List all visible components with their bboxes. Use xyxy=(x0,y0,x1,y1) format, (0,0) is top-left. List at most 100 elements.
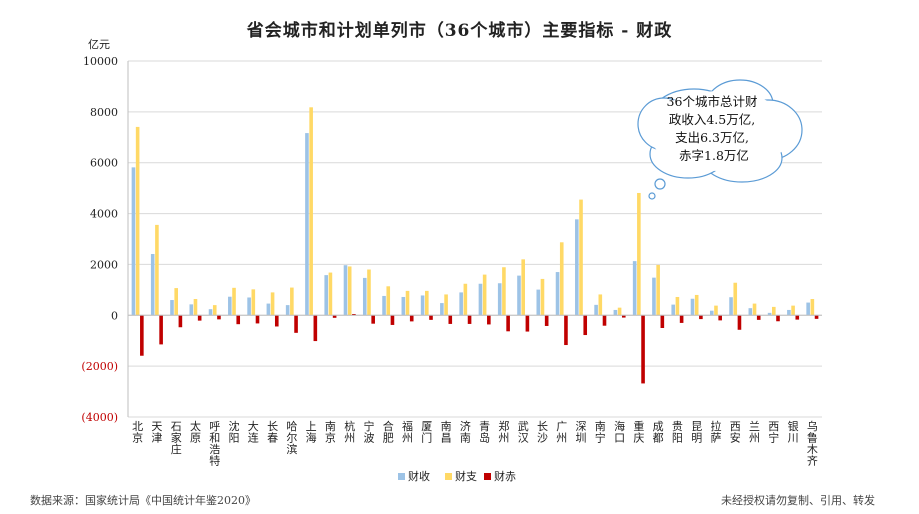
note-bubble-dot xyxy=(654,178,666,190)
bar xyxy=(170,300,174,316)
bar xyxy=(178,315,183,328)
legend-swatch xyxy=(445,473,452,480)
bar xyxy=(159,315,163,345)
x-tick-label: 厦门 xyxy=(421,420,432,445)
note-bubble-fill xyxy=(648,91,792,171)
bar xyxy=(583,315,588,336)
bar xyxy=(332,315,337,318)
bar xyxy=(694,294,699,316)
bar xyxy=(517,275,521,316)
bar xyxy=(197,315,202,321)
x-tick-label: 宁波 xyxy=(363,419,374,445)
bar xyxy=(791,305,795,316)
bar xyxy=(135,126,140,316)
legend-label: 财收 xyxy=(408,469,430,483)
bar xyxy=(367,269,371,316)
note-text: 支出6.3万亿, xyxy=(675,130,749,145)
bar xyxy=(632,261,637,316)
y-tick-label: 6000 xyxy=(90,157,118,170)
bar xyxy=(675,296,680,316)
bar xyxy=(328,272,333,316)
bar xyxy=(502,267,506,316)
bar xyxy=(699,315,703,320)
bar xyxy=(467,315,472,324)
bar xyxy=(309,107,313,316)
note-text: 36个城市总计财 xyxy=(667,94,758,109)
bar xyxy=(174,288,178,316)
bar xyxy=(429,315,433,320)
x-tick-label: 上海 xyxy=(306,420,317,445)
note-text: 政收入4.5万亿, xyxy=(669,112,755,127)
x-tick-label: 石家庄 xyxy=(171,420,182,456)
x-tick-label: 福州 xyxy=(402,419,413,445)
bar xyxy=(425,290,429,316)
bar xyxy=(536,289,541,316)
bar xyxy=(544,315,549,326)
bar xyxy=(795,315,800,320)
bar xyxy=(444,294,448,316)
x-tick-label: 南昌 xyxy=(441,420,452,445)
bar xyxy=(679,315,684,323)
bar xyxy=(756,315,761,320)
x-tick-label: 太原 xyxy=(190,420,201,445)
bar xyxy=(729,297,733,316)
x-tick-label: 长春 xyxy=(267,420,278,445)
bar xyxy=(733,282,738,316)
bar xyxy=(274,315,279,327)
x-tick-label: 郑州 xyxy=(498,419,509,445)
bar xyxy=(752,303,757,316)
bar xyxy=(487,315,491,325)
x-tick-label: 哈尔滨 xyxy=(286,420,297,456)
bar xyxy=(579,199,583,316)
data-source: 数据来源：国家统计局《中国统计年鉴2020》 xyxy=(30,494,256,507)
bar xyxy=(478,283,483,316)
bar xyxy=(401,296,406,316)
legend-swatch xyxy=(398,473,405,480)
bar xyxy=(559,242,564,316)
x-tick-label: 深圳 xyxy=(576,420,587,445)
bar xyxy=(814,315,819,319)
y-tick-label: (2000) xyxy=(81,360,118,373)
x-tick-label: 银川 xyxy=(788,419,799,445)
bar xyxy=(255,315,260,324)
bar xyxy=(497,283,502,316)
x-tick-label: 北京 xyxy=(132,420,143,445)
bar xyxy=(613,309,618,316)
legend-label: 财赤 xyxy=(494,469,516,483)
y-tick-label: 4000 xyxy=(90,208,118,221)
bar xyxy=(637,192,641,316)
x-tick-label: 重庆 xyxy=(633,419,644,445)
bar xyxy=(420,295,425,316)
bar xyxy=(718,315,722,321)
bar xyxy=(305,133,309,316)
bar xyxy=(540,278,545,316)
bar xyxy=(806,302,810,316)
bar xyxy=(247,297,251,316)
bar xyxy=(270,292,275,316)
x-tick-label: 合肥 xyxy=(383,419,394,445)
bar xyxy=(343,265,348,316)
x-tick-label: 武汉 xyxy=(518,420,529,445)
note-text: 赤字1.8万亿 xyxy=(679,148,749,163)
bar xyxy=(521,259,525,316)
x-tick-label: 南京 xyxy=(325,420,336,445)
bar xyxy=(787,309,791,316)
bar xyxy=(347,266,352,316)
bar xyxy=(737,315,742,330)
bar xyxy=(266,303,271,316)
x-tick-label: 大连 xyxy=(248,419,259,445)
x-tick-label: 呼和浩特 xyxy=(209,420,220,468)
bar xyxy=(189,304,194,316)
bar xyxy=(382,295,386,316)
y-tick-label: 0 xyxy=(111,309,118,322)
bar xyxy=(463,283,468,316)
x-tick-label: 海口 xyxy=(614,419,625,445)
x-tick-label: 南宁 xyxy=(595,420,606,445)
bar xyxy=(140,315,144,356)
bar xyxy=(371,315,375,324)
bar xyxy=(621,315,626,318)
bar xyxy=(748,308,753,316)
bar xyxy=(313,315,318,342)
bar xyxy=(193,299,198,316)
bar xyxy=(776,315,780,322)
